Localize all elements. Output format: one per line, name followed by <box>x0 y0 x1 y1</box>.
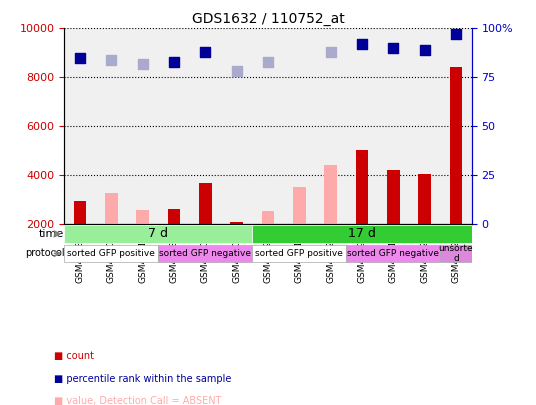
Bar <box>64 225 252 243</box>
Bar <box>293 188 306 224</box>
Text: sorted GFP positive: sorted GFP positive <box>255 249 343 258</box>
Bar <box>324 165 337 224</box>
Text: ■ percentile rank within the sample: ■ percentile rank within the sample <box>54 374 231 384</box>
Bar <box>450 68 462 224</box>
Point <box>107 56 116 63</box>
Bar <box>387 170 400 224</box>
Point <box>420 47 429 53</box>
Bar <box>230 222 243 224</box>
Bar <box>64 245 158 262</box>
Title: GDS1632 / 110752_at: GDS1632 / 110752_at <box>192 12 344 26</box>
Bar <box>168 209 180 224</box>
Bar <box>199 183 212 224</box>
Point <box>264 58 272 65</box>
Point <box>326 49 335 55</box>
Text: 17 d: 17 d <box>348 227 376 241</box>
Point <box>138 60 147 67</box>
Text: time: time <box>39 229 64 239</box>
Bar <box>158 245 252 262</box>
Text: ■ count: ■ count <box>54 352 94 361</box>
Text: 7 d: 7 d <box>148 227 168 241</box>
Bar <box>74 201 86 224</box>
Text: protocol: protocol <box>25 248 64 258</box>
Text: ■ value, Detection Call = ABSENT: ■ value, Detection Call = ABSENT <box>54 396 221 405</box>
Bar <box>356 150 368 224</box>
Text: sorted GFP positive: sorted GFP positive <box>68 249 155 258</box>
Bar <box>262 211 274 224</box>
Bar <box>252 225 472 243</box>
Bar <box>105 193 117 224</box>
Point <box>389 45 398 51</box>
Point <box>452 31 460 37</box>
Bar <box>136 211 149 224</box>
Point <box>170 58 178 65</box>
Point <box>358 41 366 47</box>
Text: unsorte
d: unsorte d <box>438 244 473 263</box>
Point <box>233 68 241 75</box>
Bar <box>441 245 472 262</box>
Point <box>201 49 210 55</box>
Text: sorted GFP negative: sorted GFP negative <box>347 249 440 258</box>
Point <box>76 54 84 61</box>
Bar <box>252 245 346 262</box>
Bar <box>346 245 441 262</box>
Text: sorted GFP negative: sorted GFP negative <box>159 249 251 258</box>
Bar <box>419 174 431 224</box>
